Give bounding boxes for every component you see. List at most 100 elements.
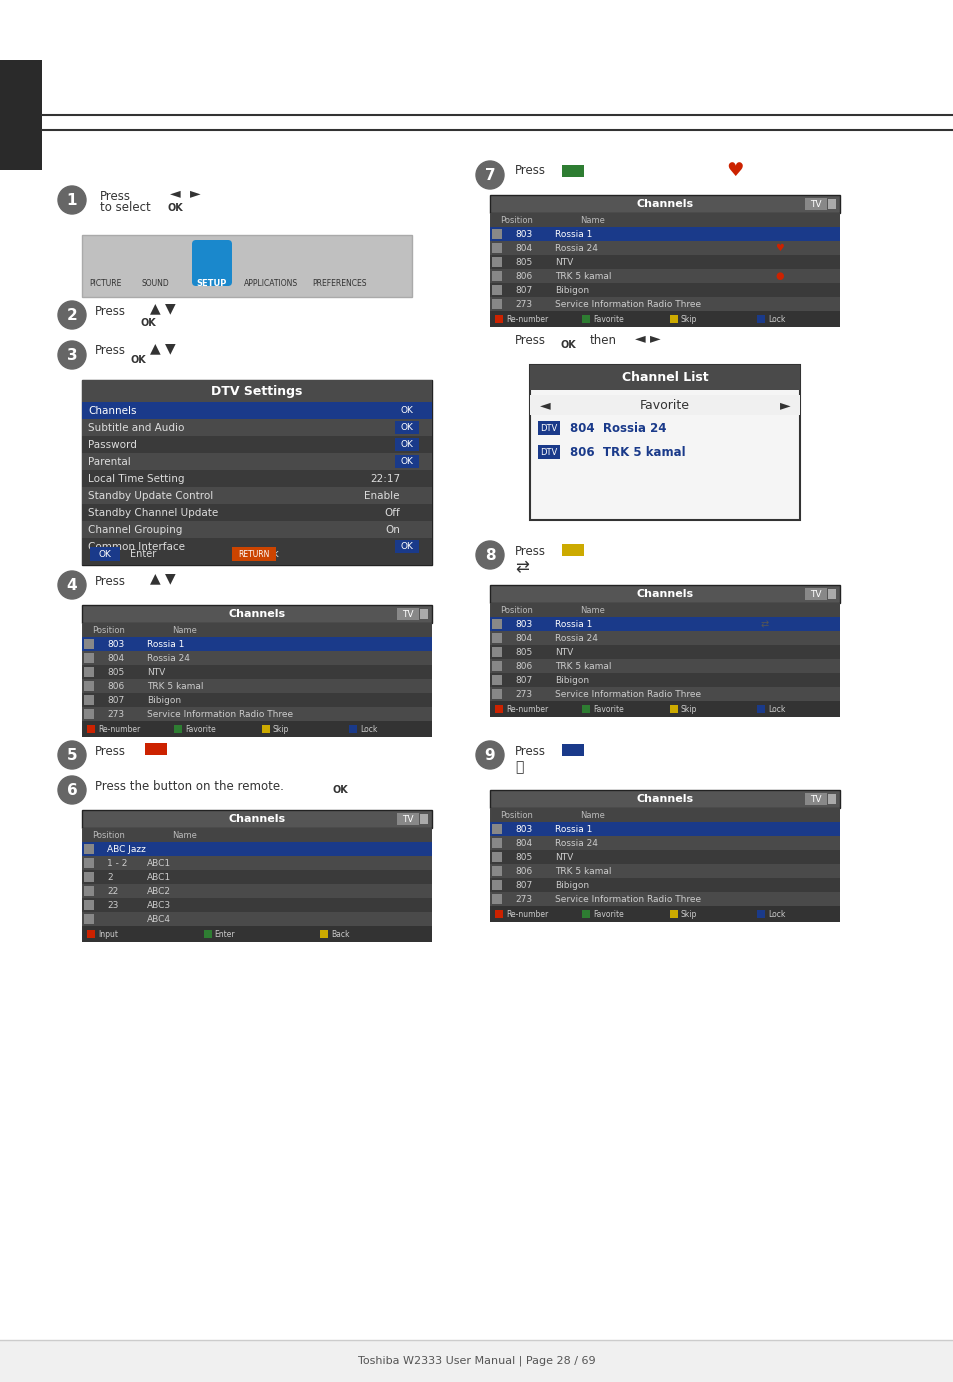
Text: On: On — [385, 525, 399, 535]
Text: NTV: NTV — [555, 257, 573, 267]
Text: 2: 2 — [107, 872, 112, 882]
Bar — [490, 791, 840, 808]
Text: 806: 806 — [515, 662, 532, 670]
Text: ABC1: ABC1 — [147, 872, 171, 882]
Bar — [757, 705, 764, 713]
Bar — [82, 402, 432, 419]
Bar — [757, 315, 764, 323]
Text: ▼: ▼ — [165, 341, 175, 355]
Text: Local Time Setting: Local Time Setting — [88, 474, 184, 484]
Text: ►: ► — [779, 398, 789, 412]
Bar — [82, 679, 432, 692]
Bar — [492, 647, 501, 656]
Bar — [82, 419, 432, 435]
FancyBboxPatch shape — [192, 240, 232, 286]
Bar — [349, 726, 357, 732]
Text: OK: OK — [140, 318, 155, 328]
Bar — [84, 858, 94, 868]
Text: OK: OK — [98, 550, 112, 558]
Text: Channels: Channels — [228, 814, 285, 824]
Text: OK: OK — [400, 439, 413, 449]
Text: TRK 5 kamal: TRK 5 kamal — [555, 662, 611, 670]
Text: Back: Back — [254, 549, 278, 558]
Text: Service Information Radio Three: Service Information Radio Three — [555, 894, 700, 904]
Text: 805: 805 — [515, 648, 532, 656]
Bar — [82, 708, 432, 721]
Circle shape — [58, 777, 86, 804]
Text: ⇄: ⇄ — [760, 619, 768, 629]
Bar — [262, 726, 270, 732]
Bar — [582, 705, 590, 713]
Text: Skip: Skip — [273, 724, 289, 734]
Bar — [82, 235, 412, 297]
Text: 7: 7 — [484, 167, 495, 182]
Bar — [492, 229, 501, 239]
Bar — [495, 315, 502, 323]
Bar — [82, 884, 432, 898]
Text: Toshiba W2333 User Manual | Page 28 / 69: Toshiba W2333 User Manual | Page 28 / 69 — [357, 1356, 596, 1367]
Circle shape — [58, 187, 86, 214]
Text: Favorite: Favorite — [593, 909, 623, 919]
Text: Lock: Lock — [768, 315, 785, 323]
Text: ▲: ▲ — [150, 301, 160, 315]
Bar — [395, 422, 418, 434]
Bar — [82, 453, 432, 470]
Text: TV: TV — [809, 199, 821, 209]
Text: ABC2: ABC2 — [147, 886, 171, 896]
Bar — [490, 585, 840, 603]
Bar — [492, 894, 501, 904]
Text: DTV Settings: DTV Settings — [212, 384, 302, 398]
Bar — [490, 616, 840, 632]
Text: PREFERENCES: PREFERENCES — [313, 279, 367, 287]
Text: ▼: ▼ — [165, 301, 175, 315]
Bar — [87, 930, 95, 938]
Bar — [492, 690, 501, 699]
Text: Channels: Channels — [636, 589, 693, 598]
Text: DTV: DTV — [539, 448, 558, 456]
Bar — [669, 909, 678, 918]
Bar — [492, 633, 501, 643]
Text: Enable: Enable — [364, 491, 399, 500]
Text: Press: Press — [515, 333, 545, 347]
Text: ◄: ◄ — [170, 187, 180, 200]
Circle shape — [58, 741, 86, 768]
Text: 807: 807 — [107, 695, 124, 705]
Text: Press: Press — [95, 575, 126, 587]
Text: ●: ● — [775, 271, 783, 281]
Text: Standby Channel Update: Standby Channel Update — [88, 507, 218, 517]
Text: Favorite: Favorite — [593, 315, 623, 323]
Bar — [495, 705, 502, 713]
Bar — [827, 199, 835, 209]
Text: Back: Back — [331, 930, 350, 938]
Bar — [87, 726, 95, 732]
Bar — [396, 813, 418, 825]
Text: 806: 806 — [515, 867, 532, 876]
Bar — [82, 543, 432, 565]
Circle shape — [476, 741, 503, 768]
Bar — [84, 681, 94, 691]
Bar — [203, 930, 212, 938]
Bar — [827, 795, 835, 804]
Bar — [490, 836, 840, 850]
Text: 807: 807 — [515, 676, 532, 684]
Text: 807: 807 — [515, 880, 532, 890]
Text: ♥: ♥ — [725, 160, 743, 180]
Bar — [82, 871, 432, 884]
Bar — [84, 638, 94, 650]
Text: Lock: Lock — [768, 705, 785, 713]
Text: 8: 8 — [484, 547, 495, 562]
Bar — [0, 1341, 953, 1382]
Bar — [490, 603, 840, 616]
Text: Press: Press — [95, 745, 126, 757]
Text: Re-number: Re-number — [505, 315, 548, 323]
Text: Enter: Enter — [214, 930, 235, 938]
Bar — [490, 808, 840, 822]
Text: SOUND: SOUND — [141, 279, 169, 287]
Text: Skip: Skip — [680, 315, 697, 323]
Text: Position: Position — [91, 831, 125, 839]
Bar — [827, 589, 835, 598]
Text: 3: 3 — [67, 347, 77, 362]
Circle shape — [58, 301, 86, 329]
Bar — [490, 240, 840, 256]
Text: 804: 804 — [107, 654, 124, 662]
